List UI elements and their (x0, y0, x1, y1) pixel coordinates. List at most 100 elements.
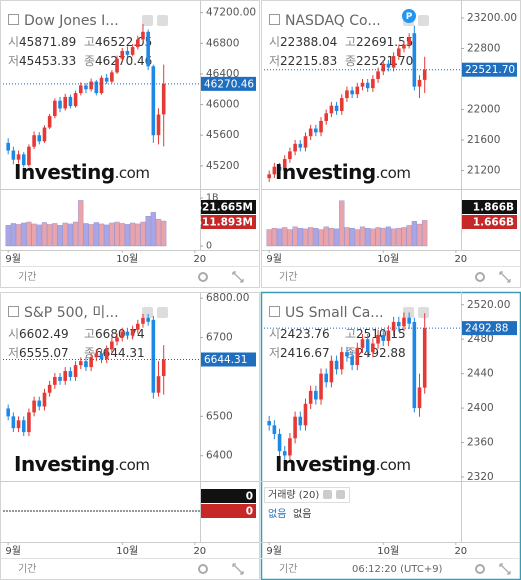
settings-icon[interactable] (142, 15, 153, 26)
x-tick-label: 20 (193, 254, 206, 265)
ohlc-prefix: 시 (8, 327, 19, 341)
volume-bar (282, 227, 288, 247)
volume-bar (36, 224, 42, 247)
volume-bar (124, 224, 131, 247)
candle-body (267, 174, 271, 179)
settings-button[interactable] (475, 564, 485, 574)
candle-body (303, 136, 308, 148)
volume-settings-icon[interactable] (323, 490, 332, 499)
y-tick-label: 45600 (206, 129, 239, 141)
volume-bar (52, 223, 58, 247)
candle-body (386, 63, 391, 68)
candle-body (63, 371, 68, 381)
candle-body (334, 105, 339, 112)
candle-body (89, 81, 93, 90)
candle-body (345, 90, 349, 99)
candle-body (272, 425, 277, 434)
volume-tag (201, 504, 256, 518)
ohlc-prefix: 저 (8, 54, 19, 68)
ohlc-prefix: 고 (84, 35, 95, 49)
candle-body (130, 329, 135, 336)
volume-tag-label: 521.665M (195, 202, 253, 214)
candle-body (396, 321, 401, 327)
panel-frame (0, 0, 260, 288)
volume-bar (155, 218, 162, 247)
ohlc-value: 저6555.07 (8, 346, 69, 360)
price-tag-label: 46270.46 (204, 78, 254, 90)
volume-tag (462, 200, 517, 214)
volume-bar (391, 228, 397, 247)
watermark-domain: .com (376, 164, 411, 182)
ohlc-prefix: 종 (84, 54, 95, 68)
expand-button[interactable] (232, 563, 244, 575)
settings-icon[interactable] (403, 307, 414, 318)
volume-legend-title: 거래량 (20) (268, 489, 319, 501)
x-tick-label: 20 (454, 546, 467, 557)
settings-icon[interactable] (142, 307, 153, 318)
volume-bar (140, 221, 146, 247)
close-icon[interactable] (157, 307, 168, 318)
candle-body (141, 31, 145, 40)
expand-button[interactable] (499, 271, 511, 283)
candle-body (329, 360, 334, 383)
period-button[interactable]: 기간 (18, 271, 36, 283)
volume-bar (150, 212, 156, 247)
close-icon[interactable] (157, 15, 168, 26)
candle-body (422, 69, 427, 80)
candle-body (303, 403, 308, 426)
period-button[interactable]: 기간 (279, 271, 297, 283)
period-button[interactable]: 기간 (279, 563, 297, 575)
volume-bar (406, 225, 412, 247)
settings-button[interactable] (198, 272, 208, 282)
candle-body (319, 120, 323, 133)
settings-button[interactable] (198, 564, 208, 574)
close-icon[interactable] (418, 307, 429, 318)
ohlc-prefix: 종 (345, 346, 356, 360)
price-tag (201, 76, 256, 91)
ohlc-value: 종2492.88 (345, 346, 406, 360)
candle-body (339, 352, 344, 370)
volume-bar (333, 228, 340, 247)
volume-close-icon[interactable] (336, 490, 345, 499)
candle-body (371, 78, 375, 89)
period-button[interactable]: 기간 (18, 563, 36, 575)
candle-body (360, 82, 365, 87)
candle-body (94, 81, 99, 94)
candle-body (125, 331, 130, 336)
candle-body (355, 86, 360, 95)
volume-bar (109, 222, 115, 247)
chart-title[interactable]: NASDAQ Co... (285, 13, 381, 29)
expand-button[interactable] (232, 271, 244, 283)
candle-body (125, 50, 130, 55)
ohlc-value: 저22215.83 (269, 54, 337, 68)
volume-bar (98, 223, 105, 247)
volume-bar (72, 221, 79, 247)
expand-button[interactable] (499, 563, 511, 575)
settings-button[interactable] (475, 272, 485, 282)
candle-body (319, 373, 323, 400)
volume-legend-value: 없음 (268, 507, 286, 520)
candle-body (94, 353, 99, 358)
candle-body (47, 116, 52, 128)
chart-title[interactable]: S&P 500, 미... (24, 305, 119, 321)
candle-body (277, 166, 282, 171)
y-tick-label: 46800 (206, 37, 239, 49)
candle-body (53, 376, 57, 385)
candle-body (422, 328, 427, 388)
ohlc-number: 45453.33 (19, 54, 76, 68)
ohlc-prefix: 고 (84, 327, 95, 341)
volume-tick-label: 0 (206, 241, 212, 252)
volume-bar (328, 227, 334, 247)
volume-bar (365, 227, 371, 247)
chart-title[interactable]: Dow Jones I... (24, 13, 119, 29)
close-icon[interactable] (418, 15, 429, 26)
candle-body (68, 371, 73, 377)
volume-tag-label: 1.666B (473, 217, 514, 229)
y-tick-label: 2520.00 (467, 299, 510, 311)
price-tag-label: 6644.31 (204, 354, 247, 366)
volume-bar (41, 222, 48, 247)
ohlc-number: 6602.49 (19, 327, 69, 341)
ohlc-number: 46270.46 (95, 54, 152, 68)
y-tick-label: 6800.00 (206, 292, 249, 304)
chart-title[interactable]: US Small Ca... (285, 305, 384, 321)
